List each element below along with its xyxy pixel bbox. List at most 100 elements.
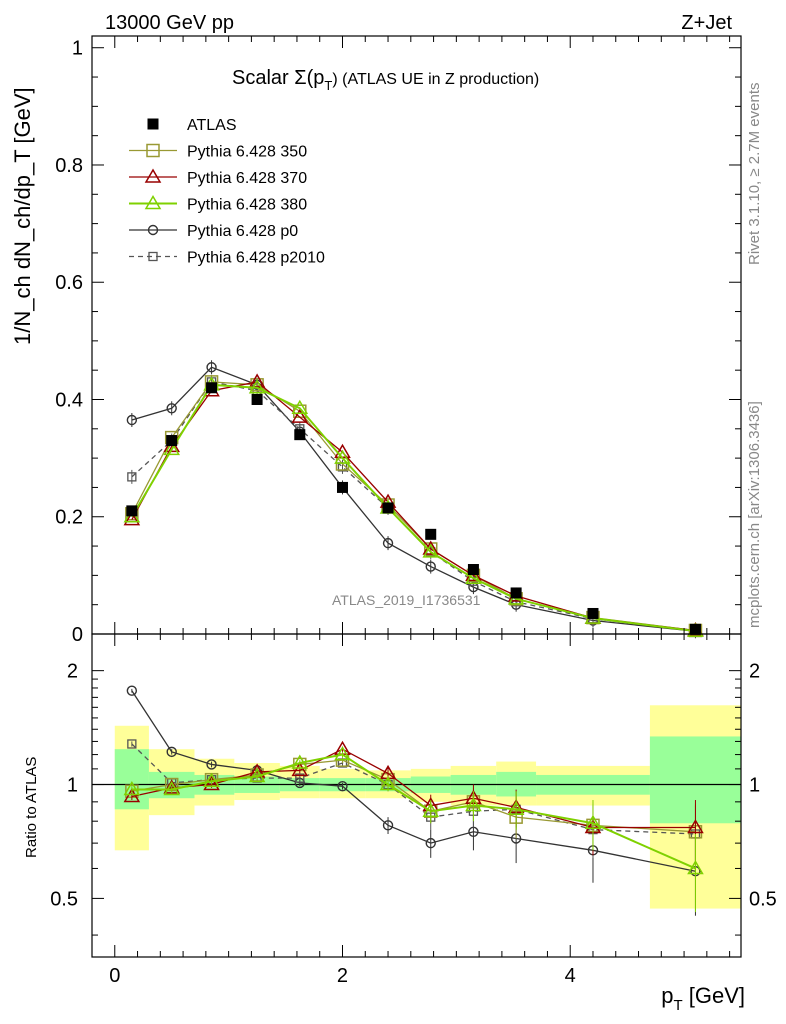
main-ytick-label: 1: [72, 38, 83, 60]
ratio-point-pythia-6-428-380: [248, 768, 266, 783]
ratio-point-pythia-6-428-p0: [382, 820, 394, 831]
ratio-point-pythia-6-428-380: [379, 776, 397, 791]
ratio-point-pythia-6-428-380: [422, 802, 440, 817]
ratio-point-pythia-6-428-370: [687, 818, 704, 834]
line-pythia-6-428-p2010: [131, 381, 696, 632]
main-ytick-label: 0.6: [55, 272, 83, 294]
ratio-point-pythia-6-428-380: [584, 814, 602, 830]
legend-marker: [148, 251, 158, 262]
legend-label: Pythia 6.428 380: [187, 197, 307, 214]
ratio-frame: [91, 633, 742, 958]
ratio-ytick-label-right: 0.5: [749, 888, 777, 910]
legend-label: Pythia 6.428 p2010: [187, 250, 325, 267]
ratio-point-pythia-6-428-p2010: [127, 739, 137, 749]
point-atlas: [251, 393, 263, 405]
ratio-point-pythia-6-428-380: [687, 859, 704, 875]
ratio-point-pythia-6-428-370: [203, 776, 220, 791]
point-pythia-6-428-p0: [382, 537, 394, 549]
legend-item-pythia-6-428-350: Pythia 6.428 350: [129, 144, 307, 161]
xlabel: pT [GeV]: [661, 983, 745, 1014]
legend-label: ATLAS: [187, 117, 237, 134]
legend-item-pythia-6-428-380: Pythia 6.428 380: [129, 195, 307, 214]
xtick-label: 2: [337, 965, 348, 987]
energy-label: 13000 GeV pp: [105, 12, 234, 34]
line-pythia-6-428-370: [131, 381, 696, 632]
series-atlas: [126, 382, 701, 635]
ratio-ytick-label: 2: [67, 661, 78, 683]
ratio-ylabel: Ratio to ATLAS: [23, 757, 40, 858]
main-ytick-label: 0.4: [55, 389, 83, 411]
point-pythia-6-428-380: [291, 399, 309, 415]
ratio-line-pythia-6-428-p0: [131, 690, 696, 872]
legend-marker: [146, 143, 160, 158]
process-label: Z+Jet: [681, 12, 732, 34]
ratio-point-pythia-6-428-380: [123, 781, 141, 796]
main-title: Scalar Σ(pT) (ATLAS UE in Z production): [232, 67, 539, 93]
point-pythia-6-428-p2010: [127, 472, 137, 482]
ratio-series-group: [123, 685, 704, 916]
main-ytick-label: 0: [72, 624, 83, 646]
ratio-point-pythia-6-428-380: [465, 797, 482, 812]
ratio-line-pythia-6-428-380: [131, 753, 696, 870]
ratio-point-pythia-6-428-380: [163, 781, 181, 796]
ratio-point-pythia-6-428-380: [334, 746, 351, 761]
point-atlas: [126, 505, 138, 517]
ratio-point-pythia-6-428-380: [507, 800, 525, 816]
point-atlas: [425, 528, 437, 540]
ratio-point-pythia-6-428-p0: [126, 685, 138, 696]
point-pythia-6-428-370: [123, 511, 141, 526]
legend-item-pythia-6-428-p0: Pythia 6.428 p0: [129, 223, 298, 240]
analysis-watermark: ATLAS_2019_I1736531: [332, 592, 481, 608]
point-pythia-6-428-p0: [166, 403, 177, 414]
legend-item-pythia-6-428-p2010: Pythia 6.428 p2010: [129, 250, 325, 267]
legend-label: Pythia 6.428 370: [187, 170, 307, 187]
ratio-ytick-label: 0.5: [50, 888, 78, 910]
main-ytick-label: 0.8: [55, 155, 83, 177]
point-pythia-6-428-p0: [206, 362, 217, 373]
ratio-ytick-label: 1: [67, 775, 78, 797]
point-pythia-6-428-380: [334, 449, 351, 464]
legend-marker: [147, 118, 159, 130]
main-series-group: [123, 360, 704, 639]
point-atlas: [510, 587, 522, 599]
point-pythia-6-428-380: [163, 440, 181, 456]
legend-marker: [144, 168, 162, 183]
ratio-point-pythia-6-428-p0: [425, 837, 436, 849]
point-pythia-6-428-p0: [126, 414, 138, 426]
ratio-point-pythia-6-428-380: [291, 754, 309, 769]
xtick-label: 0: [109, 965, 120, 987]
main-ylabel: 1/N_ch dN_ch/dp_T [GeV]: [10, 87, 35, 345]
legend-label: Pythia 6.428 p0: [187, 223, 298, 240]
xtick-label: 4: [565, 965, 576, 987]
ratio-point-pythia-6-428-370: [291, 761, 309, 777]
ratio-ytick-label-right: 2: [749, 661, 760, 683]
ratio-point-pythia-6-428-370: [123, 787, 141, 803]
ratio-point-pythia-6-428-p0: [206, 759, 217, 770]
point-atlas: [294, 429, 306, 441]
legend-item-pythia-6-428-370: Pythia 6.428 370: [129, 168, 307, 187]
mcplots-label: mcplots.cern.ch [arXiv:1306.3436]: [746, 401, 763, 628]
ratio-ytick-label-right: 1: [749, 775, 760, 797]
point-pythia-6-428-p0: [425, 561, 436, 572]
legend-marker: [144, 195, 162, 210]
ratio-series-pythia-6-428-380: [123, 746, 704, 913]
ratio-point-pythia-6-428-p2010: [295, 773, 305, 783]
band-green-0: [114, 749, 149, 810]
point-atlas: [587, 607, 599, 619]
ratio-point-pythia-6-428-p0: [166, 746, 177, 758]
point-atlas: [382, 502, 394, 514]
point-pythia-6-428-380: [248, 379, 266, 394]
main-ytick-label: 0.2: [55, 507, 83, 529]
rivet-label: Rivet 3.1.10, ≥ 2.7M events: [746, 83, 763, 266]
ratio-line-pythia-6-428-p2010: [131, 743, 696, 835]
point-pythia-6-428-370: [291, 408, 309, 423]
point-pythia-6-428-380: [465, 569, 482, 585]
legend-item-atlas: ATLAS: [147, 117, 237, 134]
legend-label: Pythia 6.428 350: [187, 144, 307, 161]
line-pythia-6-428-380: [130, 383, 696, 633]
point-atlas: [166, 435, 178, 447]
legend-marker: [147, 224, 159, 236]
point-atlas: [336, 481, 348, 493]
point-atlas: [467, 564, 479, 576]
